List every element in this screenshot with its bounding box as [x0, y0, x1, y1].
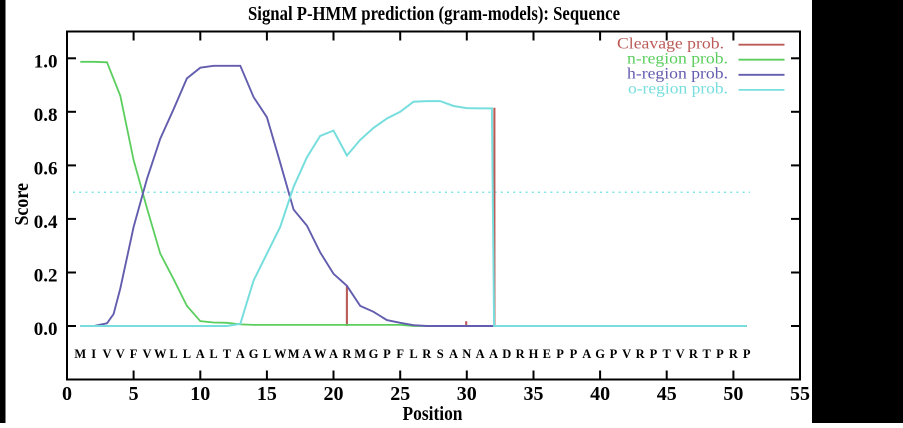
svg-text:0.6: 0.6 [34, 158, 58, 179]
svg-text:20: 20 [324, 383, 344, 405]
svg-text:E: E [543, 347, 551, 361]
svg-text:5: 5 [129, 383, 139, 405]
svg-text:V: V [116, 347, 125, 361]
svg-text:V: V [142, 347, 151, 361]
svg-text:T: T [663, 347, 672, 361]
svg-text:o-region prob.: o-region prob. [628, 81, 728, 98]
svg-text:L: L [263, 347, 271, 361]
svg-text:55: 55 [790, 383, 810, 405]
svg-text:W: W [314, 347, 327, 361]
svg-text:R: R [636, 347, 646, 361]
svg-text:25: 25 [390, 383, 410, 405]
svg-text:G: G [595, 347, 605, 361]
svg-text:h-region prob.: h-region prob. [627, 65, 728, 82]
svg-text:Score: Score [11, 183, 33, 226]
svg-text:Position: Position [403, 403, 463, 423]
svg-text:0.2: 0.2 [34, 266, 58, 287]
svg-text:10: 10 [190, 383, 210, 405]
svg-text:V: V [676, 347, 685, 361]
svg-text:F: F [130, 347, 138, 361]
svg-text:0.4: 0.4 [34, 212, 58, 233]
svg-text:35: 35 [524, 383, 544, 405]
svg-text:L: L [209, 347, 217, 361]
svg-text:W: W [274, 347, 287, 361]
svg-text:H: H [529, 347, 539, 361]
svg-text:L: L [183, 347, 191, 361]
svg-text:15: 15 [257, 383, 277, 405]
svg-text:P: P [383, 347, 391, 361]
svg-text:P: P [610, 347, 618, 361]
svg-text:30: 30 [457, 383, 477, 405]
svg-text:Cleavage prob.: Cleavage prob. [617, 35, 724, 52]
svg-text:R: R [689, 347, 699, 361]
svg-text:R: R [342, 347, 352, 361]
svg-text:V: V [102, 347, 111, 361]
svg-text:L: L [409, 347, 417, 361]
svg-text:T: T [223, 347, 232, 361]
svg-text:G: G [369, 347, 379, 361]
svg-text:0: 0 [62, 383, 72, 405]
svg-text:R: R [422, 347, 432, 361]
svg-text:A: A [236, 347, 245, 361]
svg-text:G: G [249, 347, 259, 361]
svg-text:P: P [556, 347, 564, 361]
svg-text:P: P [716, 347, 724, 361]
svg-text:A: A [489, 347, 498, 361]
svg-text:1.0: 1.0 [34, 51, 58, 72]
svg-text:L: L [169, 347, 177, 361]
svg-text:M: M [288, 347, 300, 361]
svg-text:P: P [570, 347, 578, 361]
svg-text:D: D [502, 347, 511, 361]
svg-text:P: P [743, 347, 751, 361]
svg-text:I: I [91, 347, 96, 361]
svg-text:A: A [476, 347, 485, 361]
svg-text:W: W [154, 347, 167, 361]
svg-text:45: 45 [657, 383, 677, 405]
svg-text:0.0: 0.0 [34, 319, 58, 340]
svg-text:40: 40 [590, 383, 610, 405]
svg-text:A: A [449, 347, 458, 361]
svg-text:A: A [302, 347, 311, 361]
svg-text:n-region prob.: n-region prob. [627, 50, 728, 67]
svg-text:F: F [396, 347, 404, 361]
svg-text:Signal P-HMM prediction (gram-: Signal P-HMM prediction (gram-models): S… [248, 3, 620, 25]
svg-text:T: T [703, 347, 712, 361]
svg-text:50: 50 [723, 383, 743, 405]
svg-text:S: S [437, 347, 444, 361]
svg-text:A: A [582, 347, 591, 361]
svg-text:V: V [622, 347, 631, 361]
svg-text:A: A [196, 347, 205, 361]
svg-text:P: P [650, 347, 658, 361]
svg-text:N: N [462, 347, 471, 361]
svg-text:R: R [729, 347, 739, 361]
svg-text:M: M [74, 347, 86, 361]
svg-text:A: A [329, 347, 338, 361]
svg-text:R: R [516, 347, 526, 361]
svg-text:M: M [354, 347, 366, 361]
svg-text:0.8: 0.8 [34, 105, 58, 126]
